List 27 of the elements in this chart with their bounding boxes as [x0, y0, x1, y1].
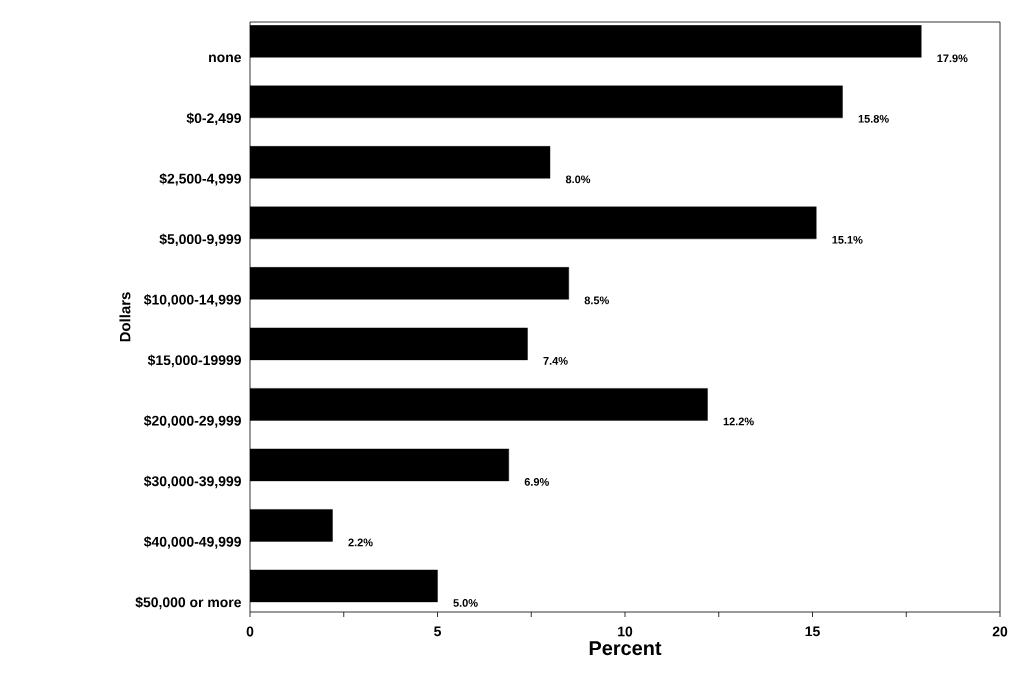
- data-label: 15.1%: [832, 235, 863, 244]
- data-label: 12.2%: [723, 417, 754, 426]
- x-tick-label: 20: [992, 626, 1008, 637]
- data-label: 17.9%: [937, 54, 968, 63]
- x-tick-label: 10: [618, 626, 633, 637]
- y-tick-label: $20,000-29,999: [143, 415, 241, 428]
- y-tick-label: $15,000-19999: [147, 354, 241, 368]
- x-axis-title: Percent: [589, 641, 662, 656]
- y-tick-label: $40,000-49,999: [143, 536, 241, 549]
- y-tick-label: $5,000-9,999: [159, 233, 241, 247]
- data-label: 7.4%: [543, 357, 568, 365]
- y-tick-label: none: [209, 54, 242, 63]
- y-tick-label: $10,000-14,999: [143, 294, 241, 307]
- data-label: 6.9%: [524, 478, 549, 486]
- x-tick-label: 0: [246, 626, 254, 637]
- y-tick-label: $0-2,499: [186, 112, 241, 126]
- x-tick-label: 5: [434, 626, 441, 637]
- data-label: 2.2%: [348, 538, 373, 547]
- data-label: 8.0%: [565, 175, 591, 184]
- x-tick-label: 15: [805, 626, 820, 637]
- y-tick-label: $30,000-39,999: [143, 475, 241, 489]
- y-axis-title: Dollars: [119, 292, 131, 342]
- y-tick-label: $50,000 or more: [135, 596, 241, 610]
- data-label: 15.8%: [858, 114, 889, 123]
- y-tick-label: $2,500-4,999: [159, 173, 241, 186]
- data-label: 5.0%: [453, 599, 478, 607]
- data-label: 8.5%: [584, 296, 609, 305]
